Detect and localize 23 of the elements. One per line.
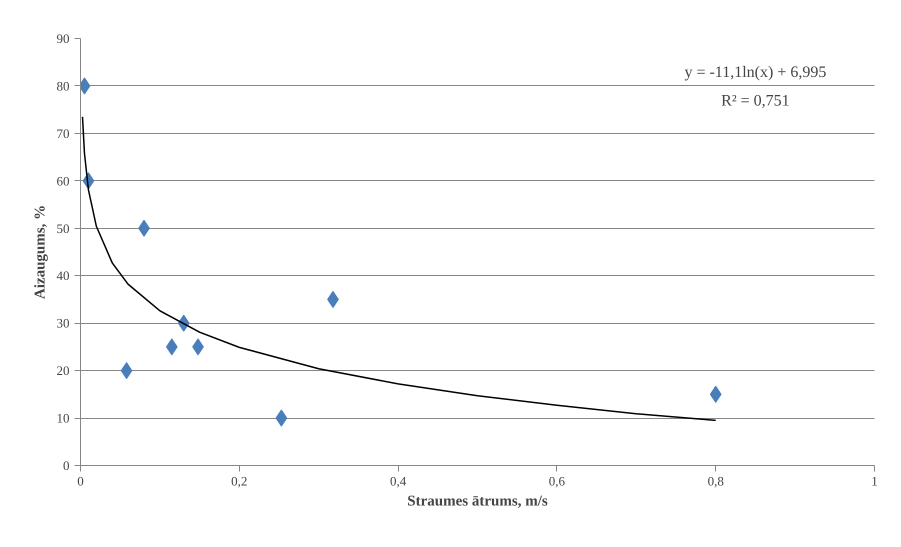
- y-tick-label: 30: [56, 316, 70, 331]
- y-tick-label: 20: [56, 363, 70, 378]
- y-tick-label: 10: [56, 410, 70, 426]
- line-series: [82, 116, 716, 422]
- x-tick-label: 0: [77, 474, 84, 488]
- y-tick-label: 40: [56, 268, 70, 284]
- x-tick-label: 0,4: [390, 474, 407, 488]
- point: [710, 386, 722, 403]
- x-tick-label: 1: [871, 474, 878, 488]
- annotation: R² = 0,751: [721, 92, 790, 110]
- y-tick-label: 0: [63, 458, 70, 473]
- x-tick-label: 0,8: [708, 474, 724, 488]
- x-tick-label: 0,6: [548, 474, 566, 488]
- y-axis-title: Aizaugums, %: [32, 204, 48, 300]
- annotation: y = -11,1ln(x) + 6,995: [684, 64, 826, 82]
- point: [166, 338, 178, 356]
- x-tick-label: 0,2: [231, 474, 248, 488]
- x-axis-title: Straumes ātrums, m/s: [407, 494, 548, 510]
- y-tick-label: 60: [56, 173, 70, 188]
- y-tick-label: 70: [56, 126, 70, 141]
- y-tick-label: 80: [56, 78, 70, 94]
- y-tick-label: 90: [56, 31, 70, 46]
- y-tick-label: 50: [56, 220, 70, 236]
